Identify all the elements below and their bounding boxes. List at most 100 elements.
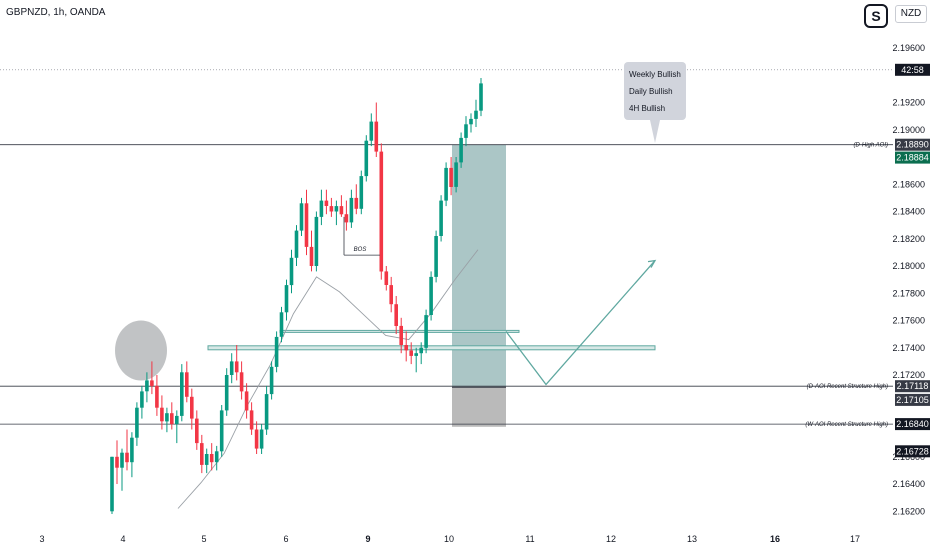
candle-body xyxy=(404,345,408,351)
price-tag-text: 2.17105 xyxy=(896,395,929,405)
candle-body xyxy=(145,380,149,392)
candle-body xyxy=(394,304,398,326)
x-tick-label: 16 xyxy=(770,534,780,544)
candle-body xyxy=(234,361,239,373)
candle-body xyxy=(419,347,423,354)
candle-body xyxy=(239,372,244,392)
note-callout xyxy=(624,62,686,120)
candle-body xyxy=(339,206,344,215)
candle-body xyxy=(175,415,179,425)
candle-body xyxy=(454,162,458,187)
candle-body xyxy=(140,391,144,408)
candle-body xyxy=(314,216,319,266)
candle-body xyxy=(414,353,418,356)
candle-body xyxy=(160,407,164,422)
candle-body xyxy=(284,285,289,313)
x-tick-label: 10 xyxy=(444,534,454,544)
x-tick-label: 6 xyxy=(283,534,288,544)
x-tick-label: 13 xyxy=(687,534,697,544)
candle-body xyxy=(195,418,199,444)
candle-body xyxy=(229,361,234,375)
price-tag-text: 2.16728 xyxy=(896,446,929,456)
price-tag xyxy=(895,138,930,151)
candle-body xyxy=(200,443,204,465)
x-tick-label: 12 xyxy=(606,534,616,544)
projection-path xyxy=(505,260,656,386)
candle-body xyxy=(349,197,354,223)
price-tag-text: 2.18884 xyxy=(896,153,929,163)
candle-body xyxy=(294,230,299,258)
candle-body xyxy=(374,121,379,152)
candle-body xyxy=(449,167,453,187)
candle-body xyxy=(389,285,393,305)
candle-body xyxy=(289,257,294,286)
s-logo-icon: S xyxy=(864,4,888,33)
price-tag-text: 2.16840 xyxy=(896,419,929,429)
candle-body xyxy=(459,137,463,163)
candle-body xyxy=(155,385,159,408)
candle-body xyxy=(384,271,389,285)
candle-body xyxy=(244,391,249,411)
price-tag xyxy=(895,151,930,164)
aoi-rectangle xyxy=(207,345,656,351)
candle-body xyxy=(214,451,219,463)
y-tick-label: 2.17200 xyxy=(892,370,925,380)
key-level-label: (D-AOI Recent Structure High) xyxy=(807,384,888,390)
candle-body xyxy=(259,429,264,449)
note-line: Daily Bullish xyxy=(629,87,673,96)
candle-body xyxy=(190,396,194,419)
candle-body xyxy=(180,372,184,416)
candle-body xyxy=(324,200,329,206)
y-tick-label: 2.17400 xyxy=(892,343,925,353)
symbol-info: GBPNZD, 1h, OANDA xyxy=(6,7,106,18)
x-tick-label: 3 xyxy=(39,534,44,544)
candle-body xyxy=(249,410,254,430)
candle-body xyxy=(115,456,119,468)
candle-body xyxy=(269,366,274,395)
candle-body xyxy=(219,410,224,452)
y-tick-label: 2.17800 xyxy=(892,288,925,298)
candle-body xyxy=(444,167,448,201)
price-tag-text: 2.17118 xyxy=(897,381,929,391)
y-tick-label: 2.19200 xyxy=(892,98,925,108)
price-tag xyxy=(895,393,930,406)
x-tick-label: 11 xyxy=(525,534,534,544)
candle-body xyxy=(434,236,438,277)
svg-text:S: S xyxy=(871,8,880,24)
candle-body xyxy=(130,437,134,463)
candle-body xyxy=(464,124,468,138)
candle-body xyxy=(409,350,413,356)
candle-body xyxy=(329,206,334,212)
candle-body xyxy=(224,375,229,411)
candle-body xyxy=(254,429,259,449)
projection-arrow xyxy=(647,259,657,268)
key-level-label: (W-AOI Recent Structure High) xyxy=(805,422,888,428)
candle-body xyxy=(479,83,483,111)
candle-body xyxy=(379,151,384,272)
candle-body xyxy=(429,276,433,315)
candle-body xyxy=(120,452,124,468)
price-tag-text: 42:58 xyxy=(901,65,924,75)
candle-body xyxy=(469,118,473,125)
candle-body xyxy=(264,394,269,430)
price-tag xyxy=(895,445,930,458)
y-tick-label: 2.18000 xyxy=(892,261,925,271)
candle-body xyxy=(344,214,349,223)
y-tick-label: 2.18600 xyxy=(892,179,925,189)
candle-body xyxy=(424,315,428,348)
y-tick-label: 2.17600 xyxy=(892,316,925,326)
candle-body xyxy=(334,206,339,212)
candle-body xyxy=(209,454,214,463)
candle-body xyxy=(135,407,139,438)
bullish-target-zone xyxy=(452,144,506,388)
candle-body xyxy=(204,454,209,465)
x-tick-label: 4 xyxy=(120,534,125,544)
price-tag xyxy=(895,418,930,431)
candle-body xyxy=(309,246,314,266)
candle-body xyxy=(319,200,324,217)
price-tag xyxy=(895,63,930,76)
candle-body xyxy=(165,413,169,422)
currency-badge[interactable]: NZD xyxy=(895,5,927,23)
